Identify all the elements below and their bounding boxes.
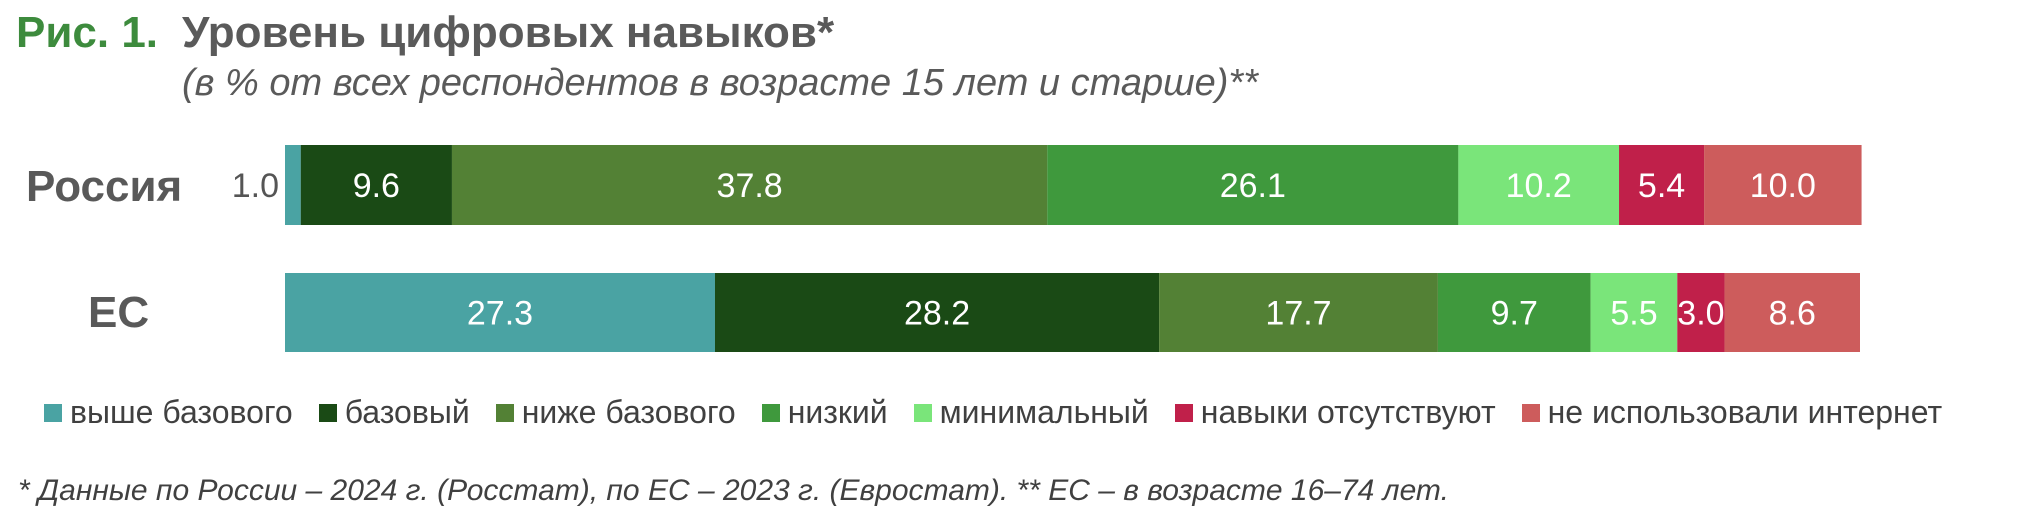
data-label: 10.2 [1506,167,1572,205]
data-label: 1.0 [232,167,279,205]
legend-item-no-internet: не использовали интернет [1521,394,1943,431]
bar-segment-russia-3 [1047,145,1459,225]
footnote: * Данные по России – 2024 г. (Росстат), … [18,474,1449,507]
legend-item-low: низкий [761,394,888,431]
bar-segment-russia-6 [1704,145,1862,225]
data-label: 5.4 [1638,167,1685,205]
legend-swatch [1521,403,1540,422]
legend: выше базового базовый ниже базового низк… [44,394,1942,431]
data-label: 5.5 [1610,295,1657,333]
bar-segment-russia-5 [1619,145,1705,225]
legend-item-below-basic: ниже базового [495,394,736,431]
data-label: 8.6 [1769,295,1816,333]
figure-subtitle: (в % от всех респондентов в возрасте 15 … [182,62,1259,104]
bar-segment-russia-4 [1458,145,1620,225]
data-label: 9.6 [353,167,400,205]
figure-title: Уровень цифровых навыков* [182,8,835,57]
figure-label: Рис. 1. [16,8,159,57]
legend-label: не использовали интернет [1547,394,1943,430]
category-label-eu: ЕС [88,288,150,337]
legend-item-minimal: минимальный [913,394,1149,431]
legend-swatch [913,403,932,422]
bar-segment-eu-5 [1677,273,1725,352]
bar-segment-eu-4 [1590,273,1678,352]
legend-item-basic: базовый [318,394,470,431]
bar-segment-russia-1 [300,145,452,225]
legend-swatch [495,403,514,422]
data-label: 37.8 [717,167,783,205]
bar-segment-russia-2 [451,145,1048,225]
legend-item-no-skills: навыки отсутствуют [1174,394,1496,431]
bar-segment-eu-0 [285,273,715,352]
legend-swatch [1174,403,1193,422]
bar-segment-eu-6 [1724,273,1860,352]
legend-label: базовый [344,394,470,430]
legend-swatch [761,403,780,422]
legend-swatch [44,403,62,422]
category-label-russia: Россия [26,162,183,211]
data-label: 3.0 [1677,295,1724,333]
data-label: 28.2 [904,295,970,333]
data-label: 9.7 [1491,295,1538,333]
data-label: 10.0 [1750,167,1816,205]
bar-segment-eu-2 [1159,273,1438,352]
bar-segment-eu-3 [1437,273,1591,352]
data-label: 17.7 [1265,295,1331,333]
legend-item-above-basic: выше базового [44,394,293,431]
data-label: 26.1 [1220,167,1286,205]
legend-label: минимальный [939,394,1149,430]
legend-label: навыки отсутствуют [1200,394,1496,430]
legend-swatch [318,403,337,422]
legend-label: низкий [787,394,888,430]
data-label: 27.3 [467,295,533,333]
legend-label: ниже базового [521,394,736,430]
bar-segment-russia-0 [285,145,301,225]
legend-label: выше базового [70,394,293,430]
bar-segment-eu-1 [714,273,1160,352]
